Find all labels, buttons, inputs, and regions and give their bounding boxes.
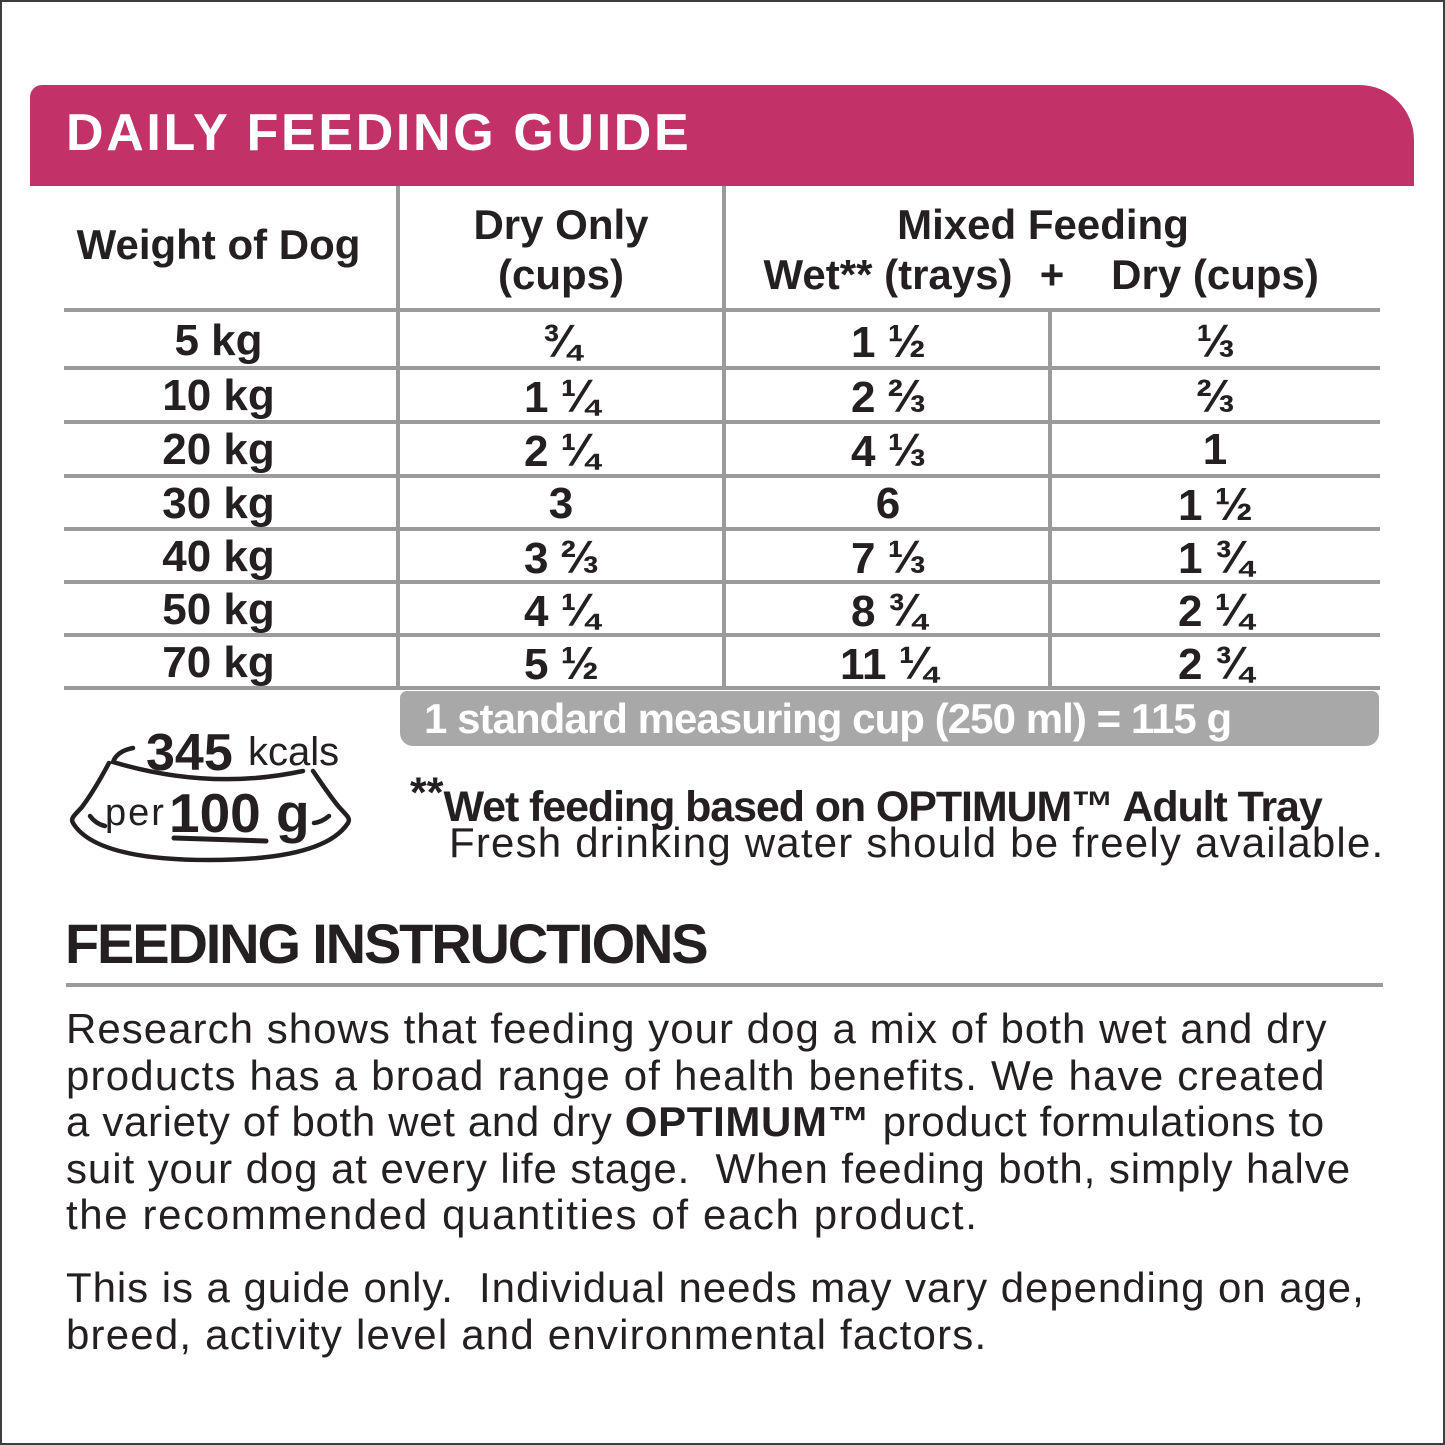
svg-text:per: per [105, 792, 166, 834]
svg-text:kcals: kcals [248, 730, 339, 774]
svg-text:345: 345 [146, 725, 233, 782]
svg-text:100 g: 100 g [169, 782, 310, 844]
